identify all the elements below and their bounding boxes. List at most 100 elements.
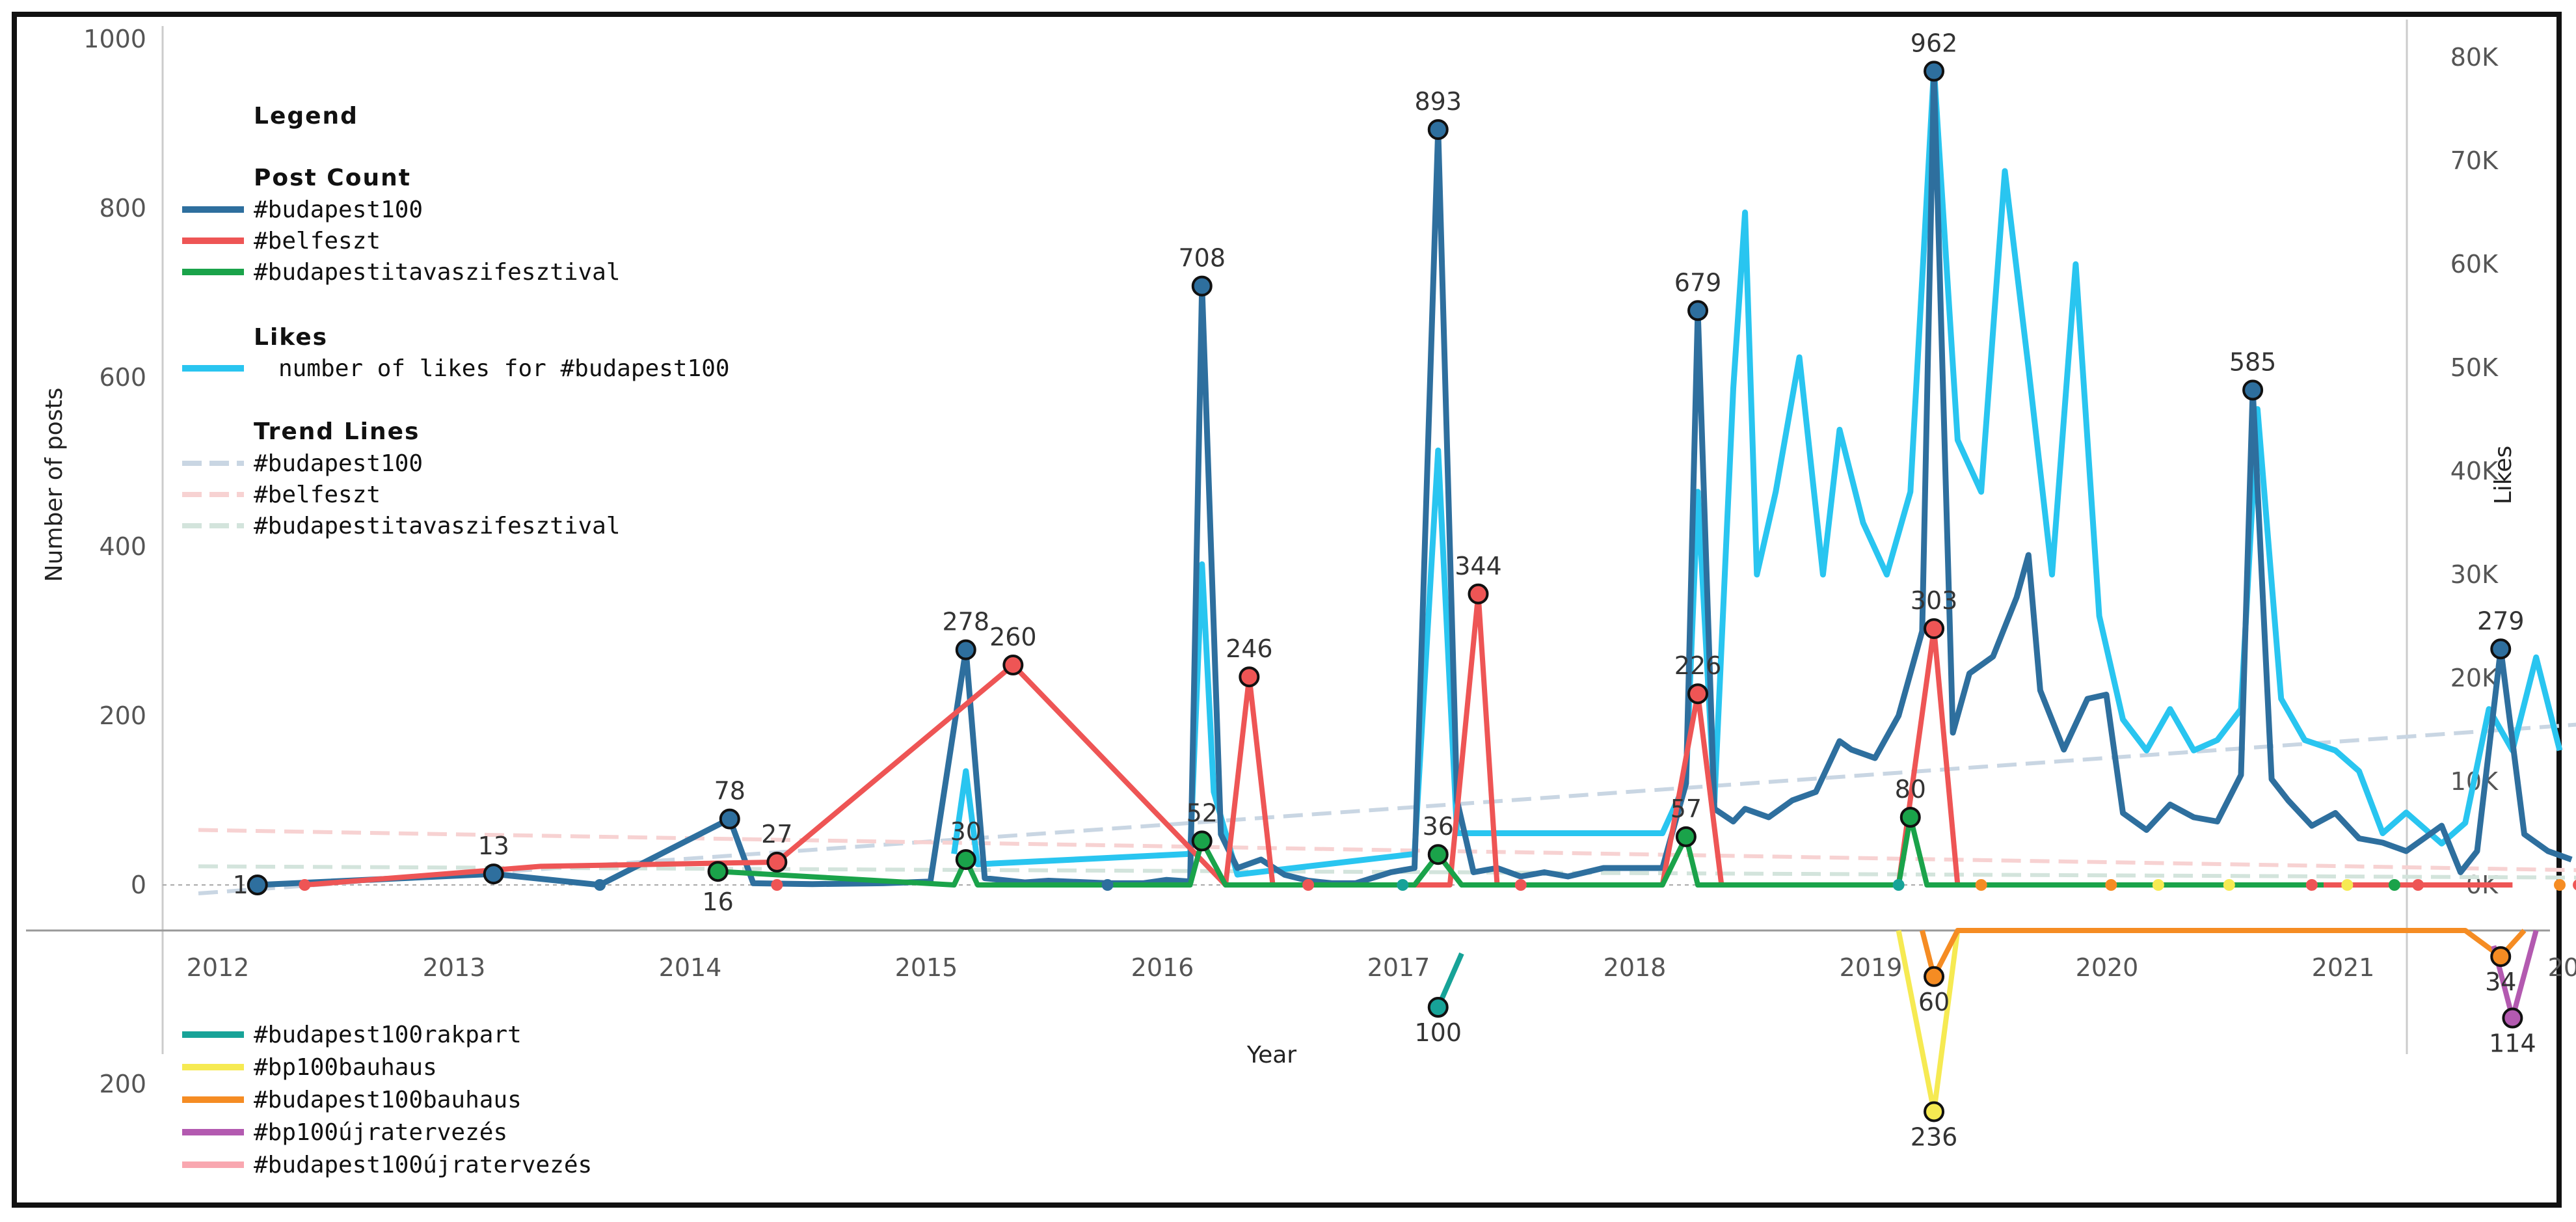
legend-item-rakpart: #budapest100rakpart <box>254 1022 522 1048</box>
point-marker-belfeszt <box>1924 618 1945 640</box>
x-tick: 2017 <box>1367 953 1430 982</box>
y-left-tick: 800 <box>99 194 146 223</box>
baseline-dot <box>2388 879 2400 891</box>
legend-title: Legend <box>254 103 358 129</box>
x-title: Year <box>1246 1042 1296 1068</box>
point-marker-bp100ujra <box>2502 1007 2523 1029</box>
data-label-budapest100: 708 <box>1178 244 1226 273</box>
legend-post-count-header: Post Count <box>254 165 411 191</box>
point-marker-tavasz <box>1675 826 1697 847</box>
baseline-dot <box>2412 879 2424 891</box>
baseline-dot <box>2573 879 2576 891</box>
point-marker-budapest100 <box>2490 638 2512 660</box>
x-tick: 2019 <box>1840 953 1903 982</box>
y-left-tick: 1000 <box>83 25 146 53</box>
point-marker-tavasz <box>1191 830 1213 852</box>
data-label-tavasz: 80 <box>1895 775 1926 804</box>
baseline-dot <box>2152 879 2164 891</box>
legend-item-budapest100bauhaus: #budapest100bauhaus <box>254 1087 522 1113</box>
data-label-budapest100: 78 <box>714 777 745 806</box>
y-left-tick: 600 <box>99 363 146 392</box>
data-label-rakpart: 100 <box>1414 1018 1462 1047</box>
series-belfeszt <box>304 591 2513 888</box>
point-marker-belfeszt <box>1002 655 1024 675</box>
x-tick: 2012 <box>187 953 250 982</box>
x-tick: 2015 <box>895 953 958 982</box>
series-budapest100 <box>257 68 2573 888</box>
x-tick: 2022 <box>2548 953 2576 982</box>
point-marker-budapest100bauhaus <box>2490 946 2512 968</box>
y-right-tick: 20K <box>2450 664 2499 692</box>
data-label-belfeszt: 226 <box>1674 651 1722 680</box>
point-marker-tavasz <box>955 849 976 870</box>
x-tick: 2014 <box>659 953 722 982</box>
x-tick: 2016 <box>1131 953 1194 982</box>
data-label-belfeszt: 303 <box>1911 586 1958 615</box>
y-left-tick: 200 <box>99 701 146 730</box>
legend-item-bp100bauhaus: #bp100bauhaus <box>254 1054 437 1081</box>
point-marker-belfeszt <box>766 851 788 873</box>
data-label-bp100bauhaus: 236 <box>1911 1122 1958 1151</box>
data-label-tavasz: 52 <box>1187 798 1218 827</box>
point-marker-belfeszt <box>1687 683 1709 705</box>
data-label-budapest100: 279 <box>2477 606 2525 635</box>
data-label-budapest100: 893 <box>1414 87 1462 116</box>
trend-line-belfeszt <box>198 828 2576 873</box>
x-tick: 2021 <box>2312 953 2375 982</box>
baseline-dot <box>1514 879 1527 891</box>
y-left-tick: 400 <box>99 532 146 561</box>
point-marker-tavasz <box>707 861 729 882</box>
data-label-tavasz: 36 <box>1423 812 1454 841</box>
legend-trend-budapest100: #budapest100 <box>254 450 423 477</box>
x-tick: 2013 <box>423 953 486 982</box>
point-marker-budapest100 <box>1427 119 1449 141</box>
y-left-tick: 0 <box>131 871 146 899</box>
baseline-dot <box>1975 879 1987 891</box>
data-label-budapest100bauhaus: 34 <box>2485 968 2516 996</box>
y-right-tick: 60K <box>2450 250 2499 278</box>
y-right-tick: 40K <box>2450 457 2499 485</box>
point-markers: 1 13 78 278 708 893 679 962 585 279 27 260 246 344 226… <box>233 29 2576 1151</box>
baseline-dot <box>1101 879 1114 891</box>
point-marker-tavasz <box>1899 807 1921 828</box>
point-marker-budapest100 <box>483 863 504 885</box>
baseline-dot <box>2105 879 2117 891</box>
baseline-dot <box>594 879 606 891</box>
point-marker-budapest100bauhaus <box>1924 966 1945 987</box>
legend: Legend Post Count #budapest100 #belfeszt… <box>182 103 730 1178</box>
point-marker-budapest100 <box>955 639 976 660</box>
legend-item-likes: number of likes for #budapest100 <box>278 355 730 382</box>
x-tick: 2018 <box>1603 953 1667 982</box>
baseline-dot <box>1397 879 1409 891</box>
baseline-dot <box>1892 879 1905 891</box>
data-label-budapest100: 1 <box>233 871 248 899</box>
point-marker-rakpart <box>1427 997 1449 1018</box>
legend-trend-belfeszt: #belfeszt <box>254 482 381 508</box>
baseline-dot <box>2341 879 2354 891</box>
point-marker-budapest100 <box>247 875 268 895</box>
data-label-tavasz: 30 <box>950 817 982 846</box>
data-label-belfeszt: 344 <box>1455 552 1502 580</box>
trend-line-tavasz <box>198 864 2576 880</box>
baseline-dot <box>299 879 311 891</box>
y-right-tick: 30K <box>2450 560 2499 589</box>
point-marker-budapest100 <box>719 808 740 830</box>
legend-item-budapest100: #budapest100 <box>254 197 423 223</box>
series-likes-budapest100 <box>951 64 2563 878</box>
data-label-tavasz: 57 <box>1670 794 1702 823</box>
data-label-belfeszt: 246 <box>1226 634 1273 663</box>
legend-item-budapest100ujratervezes: #budapest100újratervezés <box>254 1152 592 1178</box>
y-right-title: Likes <box>2490 446 2517 505</box>
data-label-bp100ujra: 114 <box>2489 1029 2536 1058</box>
y-right-tick: 50K <box>2450 353 2499 382</box>
axis-ticks: 1000 800 600 400 200 0 80K 70K 60K 50K 40K 30K 20K 10… <box>83 25 2576 1098</box>
point-marker-budapest100 <box>1191 275 1213 297</box>
baseline-dot <box>1302 879 1315 891</box>
x-tick: 2020 <box>2076 953 2139 982</box>
baseline-dot <box>2223 879 2235 891</box>
data-label-belfeszt: 27 <box>761 820 792 849</box>
data-label-budapest100: 13 <box>478 832 509 860</box>
point-marker-budapest100 <box>1687 300 1709 321</box>
series-tavasz <box>718 815 2324 888</box>
